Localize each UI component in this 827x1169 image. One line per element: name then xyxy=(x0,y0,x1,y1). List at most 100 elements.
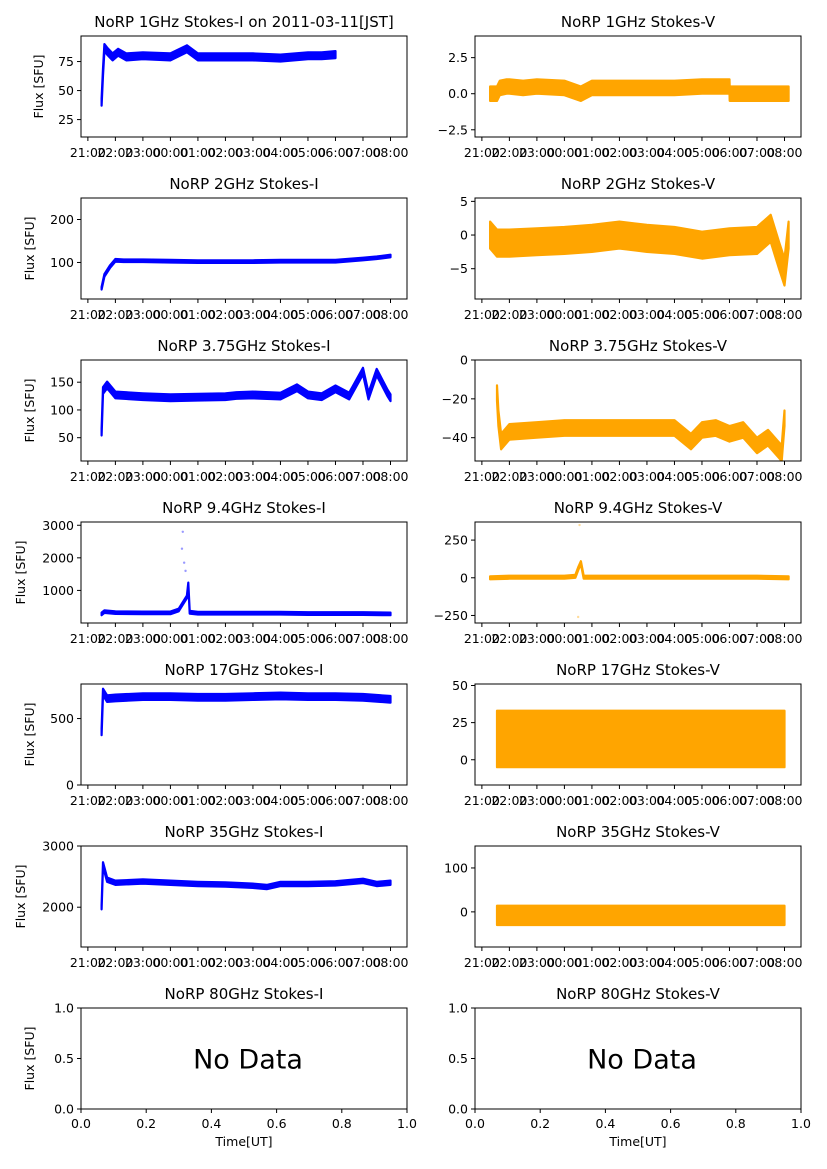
x-axis-label: Time[UT] xyxy=(214,1134,272,1149)
data-series-stokes-v xyxy=(495,904,786,927)
x-tick-label: 07:00 xyxy=(739,955,775,970)
x-tick-label: 01:00 xyxy=(574,469,610,484)
x-tick-label: 0.0 xyxy=(465,1116,485,1131)
x-tick-label: 03:00 xyxy=(235,631,271,646)
axes-frame xyxy=(80,197,408,300)
x-tick-label: 21:00 xyxy=(464,631,500,646)
no-data-annotation: No Data xyxy=(193,1045,303,1076)
subplot-title: NoRP 2GHz Stokes-I xyxy=(169,175,318,193)
x-tick-label: 08:00 xyxy=(372,307,408,322)
x-tick-label: 23:00 xyxy=(519,469,555,484)
plot-area xyxy=(100,861,392,911)
x-tick-label: 05:00 xyxy=(290,145,326,160)
data-series-stokes-i xyxy=(100,687,392,737)
x-tick-label: 01:00 xyxy=(180,793,216,808)
x-tick-label: 04:00 xyxy=(656,955,692,970)
x-tick-label: 08:00 xyxy=(372,793,408,808)
axes-frame xyxy=(80,35,408,138)
data-series-stokes-i xyxy=(100,43,337,107)
data-series-stokes-v xyxy=(489,78,790,102)
y-tick-label: 0.0 xyxy=(448,1102,468,1117)
x-tick-label: 21:00 xyxy=(464,955,500,970)
x-tick-label: 01:00 xyxy=(180,631,216,646)
subplot-title: NoRP 17GHz Stokes-I xyxy=(165,661,324,679)
subplot-10: NoRP 17GHz Stokes-V5025021:0022:0023:000… xyxy=(452,661,802,808)
y-tick-label: 200 xyxy=(50,212,74,227)
x-tick-label: 02:00 xyxy=(207,955,243,970)
x-tick-label: 00:00 xyxy=(152,631,188,646)
plot-area xyxy=(100,687,392,737)
plot-area xyxy=(489,213,790,287)
y-tick-label: 0 xyxy=(66,778,74,793)
x-tick-label: 00:00 xyxy=(546,631,582,646)
x-tick-label: 00:00 xyxy=(152,469,188,484)
x-tick-label: 08:00 xyxy=(372,955,408,970)
x-tick-label: 01:00 xyxy=(574,145,610,160)
x-tick-label: 0.8 xyxy=(332,1116,352,1131)
x-tick-label: 06:00 xyxy=(317,793,353,808)
x-tick-label: 02:00 xyxy=(207,307,243,322)
x-tick-label: 22:00 xyxy=(97,469,133,484)
axes-frame xyxy=(80,683,408,786)
x-tick-label: 00:00 xyxy=(152,145,188,160)
x-tick-label: 03:00 xyxy=(629,307,665,322)
subplot-title: NoRP 9.4GHz Stokes-I xyxy=(162,499,326,517)
x-tick-label: 05:00 xyxy=(290,469,326,484)
y-tick-label: 50 xyxy=(58,83,74,98)
subplot-9: NoRP 17GHz Stokes-I 0 500 Flux [SFU] 21:0022… xyxy=(22,661,409,808)
x-tick-label: 0.2 xyxy=(136,1116,156,1131)
x-tick-label: 22:00 xyxy=(491,307,527,322)
x-tick-label: 0.0 xyxy=(71,1116,91,1131)
x-tick-label: 04:00 xyxy=(262,469,298,484)
x-tick-label: 23:00 xyxy=(519,793,555,808)
data-series-stokes-i xyxy=(100,581,392,617)
x-tick-label: 22:00 xyxy=(97,793,133,808)
subplot-title: NoRP 1GHz Stokes-V xyxy=(561,13,716,31)
x-tick-label: 02:00 xyxy=(207,631,243,646)
y-tick-label: 1.0 xyxy=(448,1001,468,1016)
x-tick-label: 02:00 xyxy=(601,631,637,646)
plot-area xyxy=(495,904,786,927)
y-tick-label: 0.5 xyxy=(448,1051,468,1066)
x-tick-label: 06:00 xyxy=(711,307,747,322)
y-axis-label: Flux [SFU] xyxy=(22,703,37,767)
y-tick-label: 0 xyxy=(460,570,468,585)
y-tick-label: 1.0 xyxy=(54,1001,74,1016)
subplot-11: NoRP 35GHz Stokes-I 2000 3000 Flux [SFU] 21:… xyxy=(13,823,409,970)
subplot-6: NoRP 3.75GHz Stokes-V 0 −20 −40 21:0022:0023… xyxy=(442,337,803,484)
x-tick-label: 01:00 xyxy=(180,955,216,970)
y-tick-label: −20 xyxy=(442,391,468,406)
x-tick-label: 08:00 xyxy=(766,469,802,484)
y-tick-label: 0.5 xyxy=(54,1051,74,1066)
x-tick-label: 07:00 xyxy=(345,307,381,322)
x-tick-label: 02:00 xyxy=(207,145,243,160)
plot-area xyxy=(100,43,337,107)
x-tick-label: 07:00 xyxy=(345,145,381,160)
y-tick-label: 100 xyxy=(444,860,468,875)
x-tick-label: 05:00 xyxy=(290,631,326,646)
x-tick-label: 03:00 xyxy=(629,631,665,646)
y-axis-label: Flux [SFU] xyxy=(22,217,37,281)
x-tick-label: 00:00 xyxy=(546,145,582,160)
x-tick-label: 0.8 xyxy=(726,1116,746,1131)
x-tick-label: 03:00 xyxy=(629,955,665,970)
subplot-title: NoRP 3.75GHz Stokes-V xyxy=(549,337,728,355)
x-tick-label: 04:00 xyxy=(262,955,298,970)
y-tick-label: 150 xyxy=(50,375,74,390)
plot-area xyxy=(495,384,786,461)
subplot-12: NoRP 35GHz Stokes-V 100 0 21:0022:0023:0000… xyxy=(444,823,802,970)
x-tick-label: 03:00 xyxy=(629,469,665,484)
y-tick-label: 0.0 xyxy=(448,86,468,101)
subplot-title: NoRP 1GHz Stokes-I on 2011-03-11[JST] xyxy=(94,13,394,31)
x-tick-label: 23:00 xyxy=(125,469,161,484)
x-tick-label: 07:00 xyxy=(345,793,381,808)
x-tick-label: 23:00 xyxy=(519,307,555,322)
x-tick-label: 07:00 xyxy=(739,631,775,646)
y-tick-label: 100 xyxy=(50,402,74,417)
x-tick-label: 05:00 xyxy=(684,469,720,484)
x-tick-label: 04:00 xyxy=(262,145,298,160)
axes-frame xyxy=(80,359,408,462)
x-tick-label: 0.4 xyxy=(595,1116,615,1131)
plot-area xyxy=(100,530,392,617)
